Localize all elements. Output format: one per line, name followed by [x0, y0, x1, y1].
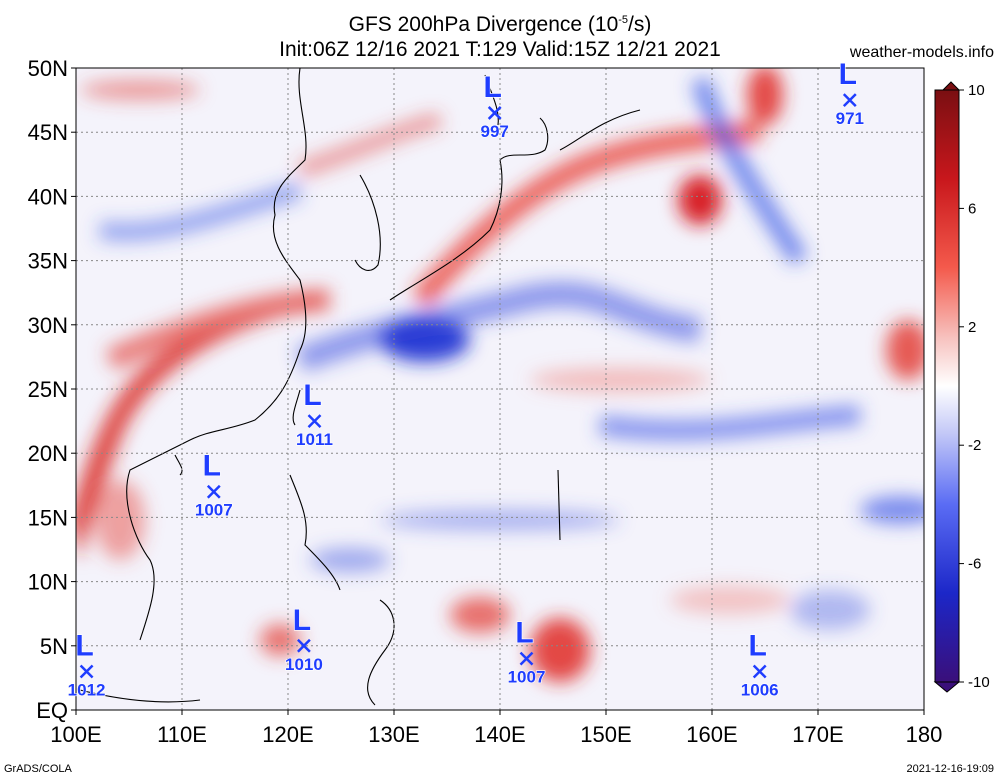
x-tick-label: 180: [906, 722, 943, 747]
chart-subtitle: Init:06Z 12/16 2021 T:129 Valid:15Z 12/2…: [279, 38, 721, 61]
y-tick-label: 45N: [28, 120, 68, 145]
y-axis-labels: EQ 5N 10N 15N 20N 25N 30N 35N 40N 45N 50N: [28, 56, 76, 723]
coastlines: [79, 68, 641, 706]
low-pressure-value: 997: [481, 122, 509, 141]
low-center-x: [307, 414, 322, 428]
x-tick-label: 150E: [580, 722, 631, 747]
low-center-x: [842, 93, 857, 107]
colorbar-label: -6: [968, 556, 981, 573]
colorbar: 10 6 2 -2 -6 -10: [933, 81, 990, 693]
y-tick-label: 30N: [28, 313, 68, 338]
low-letter: L: [839, 58, 857, 91]
low-letter: L: [203, 450, 221, 483]
y-tick-label: 35N: [28, 249, 68, 274]
y-tick-label: 40N: [28, 184, 68, 209]
low-letter: L: [75, 629, 93, 662]
chart-title: GFS 200hPa Divergence (10-5/s): [348, 13, 652, 36]
x-tick-label: 170E: [792, 722, 843, 747]
colorbar-label: -2: [968, 437, 981, 454]
x-tick-label: 160E: [686, 722, 737, 747]
x-tick-label: 120E: [262, 722, 313, 747]
x-tick-label: 100E: [50, 722, 101, 747]
colorbar-label: 6: [968, 200, 976, 217]
low-marker: L 1006: [740, 629, 779, 700]
low-letter: L: [749, 629, 767, 662]
x-axis-labels: 100E 110E 120E 130E 140E 150E 160E 170E 180: [50, 710, 942, 747]
y-tick-label: 25N: [28, 377, 68, 402]
low-pressure-value: 971: [836, 109, 864, 128]
y-tick-label: 15N: [28, 505, 68, 530]
y-tick-label: 20N: [28, 441, 68, 466]
grid: [76, 68, 924, 710]
x-tick-label: 140E: [474, 722, 525, 747]
low-center-x: [752, 664, 767, 679]
y-tick-label: 50N: [28, 56, 68, 81]
low-center-x: [519, 651, 534, 666]
low-letter: L: [293, 604, 311, 637]
low-center-x: [487, 106, 502, 120]
low-marker: L 1007: [194, 449, 233, 520]
x-tick-label: 110E: [157, 722, 207, 747]
low-pressure-markers: L 997 L 971 L 1011 L 1007 L 1010 L 1007 L 1006 L 1012: [67, 57, 865, 700]
x-tick-label: 130E: [368, 722, 419, 747]
footer-credit: GrADS/COLA: [4, 763, 72, 775]
y-tick-label: 10N: [28, 570, 68, 595]
low-pressure-value: 1012: [68, 680, 106, 699]
low-marker: L 997: [480, 70, 510, 141]
low-center-x: [79, 664, 94, 679]
low-letter: L: [484, 71, 502, 104]
divergence-field: [76, 68, 924, 682]
source-watermark: weather-models.info: [849, 44, 994, 61]
low-marker: L 1011: [295, 379, 333, 450]
y-tick-label: 5N: [40, 634, 68, 659]
low-pressure-value: 1010: [285, 655, 323, 674]
footer-timestamp: 2021-12-16-19:09: [906, 763, 994, 775]
low-center-x: [206, 484, 221, 499]
low-pressure-value: 1006: [741, 680, 779, 699]
colorbar-label: 2: [968, 319, 976, 336]
low-marker: L 1012: [67, 629, 106, 700]
low-pressure-value: 1007: [195, 501, 233, 520]
low-marker: L 1007: [507, 616, 546, 687]
low-letter: L: [303, 379, 321, 412]
colorbar-label: 10: [968, 82, 985, 99]
low-center-x: [297, 638, 311, 653]
y-tick-label: EQ: [36, 698, 68, 723]
low-marker: L 1010: [284, 603, 323, 674]
low-pressure-value: 1007: [508, 668, 546, 687]
colorbar-label: -10: [968, 674, 990, 691]
low-pressure-value: 1011: [296, 430, 333, 449]
low-letter: L: [515, 617, 533, 650]
low-marker: L 971: [835, 57, 865, 128]
